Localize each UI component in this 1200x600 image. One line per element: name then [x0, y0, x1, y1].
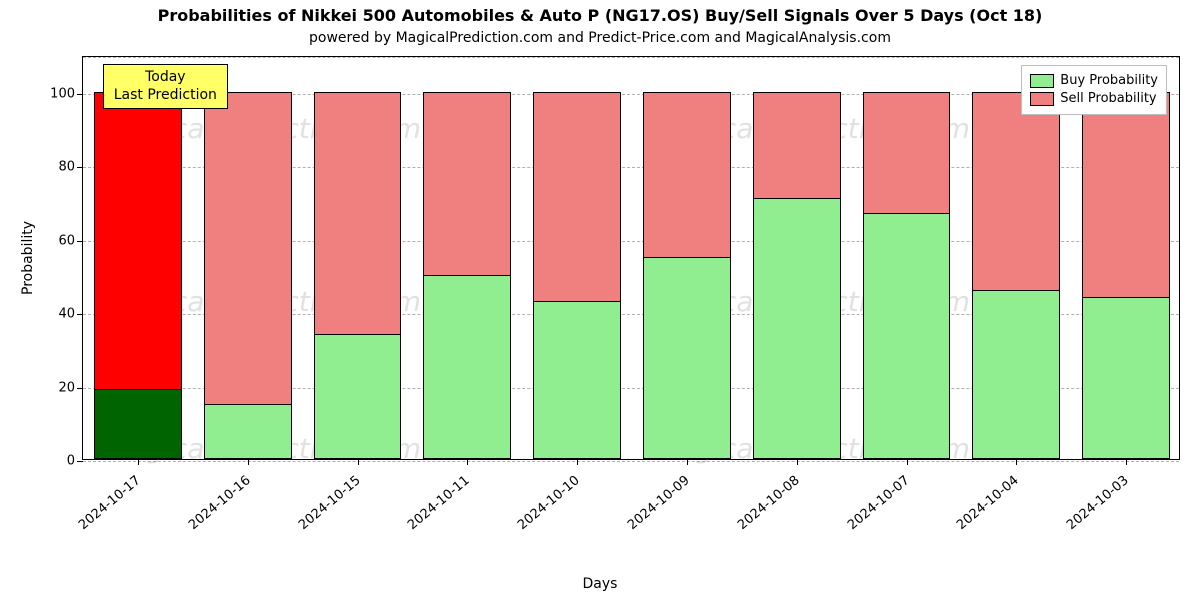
ytick-mark	[77, 461, 83, 462]
xtick-label: 2024-10-09	[625, 473, 693, 533]
xtick-mark	[907, 459, 908, 465]
xtick-mark	[1016, 459, 1017, 465]
bar-group	[1082, 55, 1170, 459]
xtick-label: 2024-10-16	[186, 473, 254, 533]
xtick-mark	[358, 459, 359, 465]
xtick-mark	[687, 459, 688, 465]
legend-label: Sell Probability	[1060, 90, 1156, 108]
xtick-mark	[1126, 459, 1127, 465]
xtick-label: 2024-10-10	[515, 473, 583, 533]
buy-bar	[643, 257, 731, 459]
legend-swatch	[1030, 92, 1054, 106]
ytick-mark	[77, 388, 83, 389]
xtick-label: 2024-10-11	[405, 473, 473, 533]
bar-group	[753, 55, 841, 459]
xtick-mark	[248, 459, 249, 465]
y-axis-label: Probability	[20, 221, 36, 295]
bar-group	[204, 55, 292, 459]
buy-bar	[1082, 297, 1170, 459]
buy-bar	[94, 389, 182, 459]
plot-area: 020406080100MagicalPrediction.comMagical…	[82, 56, 1180, 460]
xtick-mark	[797, 459, 798, 465]
legend-label: Buy Probability	[1060, 72, 1158, 90]
bar-group	[423, 55, 511, 459]
legend-item: Buy Probability	[1030, 72, 1158, 90]
chart-container: Probabilities of Nikkei 500 Automobiles …	[0, 0, 1200, 600]
bar-group	[314, 55, 402, 459]
legend-swatch	[1030, 74, 1054, 88]
buy-bar	[753, 198, 841, 459]
xtick-label: 2024-10-17	[76, 473, 144, 533]
bar-group	[643, 55, 731, 459]
buy-bar	[972, 290, 1060, 459]
buy-bar	[533, 301, 621, 459]
ytick-mark	[77, 94, 83, 95]
legend-item: Sell Probability	[1030, 90, 1158, 108]
xtick-mark	[577, 459, 578, 465]
buy-bar	[314, 334, 402, 459]
xtick-label: 2024-10-15	[296, 473, 364, 533]
xtick-mark	[138, 459, 139, 465]
xtick-label: 2024-10-08	[735, 473, 803, 533]
chart-title: Probabilities of Nikkei 500 Automobiles …	[0, 6, 1200, 25]
bar-group	[863, 55, 951, 459]
annotation-line: Last Prediction	[114, 87, 217, 105]
today-annotation: TodayLast Prediction	[103, 64, 228, 109]
chart-subtitle: powered by MagicalPrediction.com and Pre…	[0, 30, 1200, 46]
ytick-mark	[77, 314, 83, 315]
buy-bar	[204, 404, 292, 459]
buy-bar	[423, 275, 511, 459]
bar-group	[972, 55, 1060, 459]
bar-group	[94, 55, 182, 459]
buy-bar	[863, 213, 951, 459]
ytick-mark	[77, 167, 83, 168]
bar-group	[533, 55, 621, 459]
xtick-mark	[467, 459, 468, 465]
xtick-label: 2024-10-03	[1064, 473, 1132, 533]
legend: Buy ProbabilitySell Probability	[1021, 65, 1167, 115]
x-axis-label: Days	[0, 576, 1200, 592]
xtick-label: 2024-10-07	[845, 473, 913, 533]
xtick-label: 2024-10-04	[954, 473, 1022, 533]
ytick-mark	[77, 241, 83, 242]
annotation-line: Today	[114, 69, 217, 87]
